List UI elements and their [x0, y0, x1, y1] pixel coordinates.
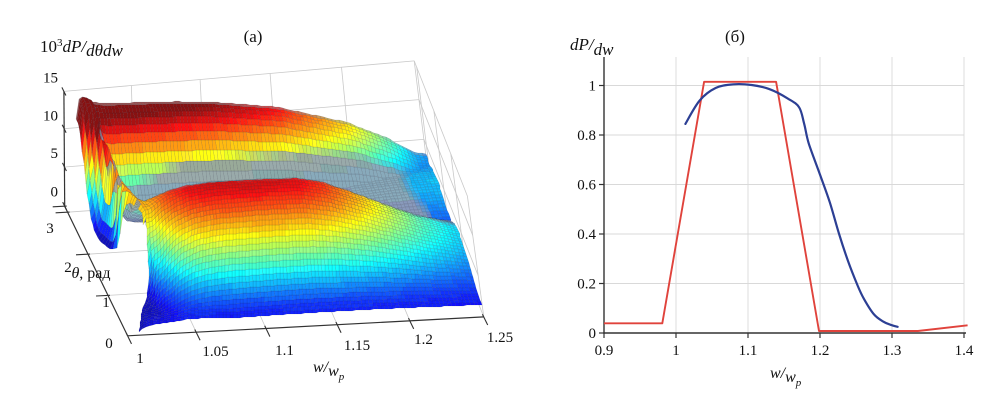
svg-text:1.1: 1.1: [739, 343, 758, 359]
svg-text:0.6: 0.6: [577, 178, 596, 194]
svg-text:0: 0: [51, 185, 59, 201]
svg-text:1.4: 1.4: [955, 343, 974, 359]
svg-text:θ, рад: θ, рад: [71, 265, 110, 282]
svg-text:0.4: 0.4: [577, 227, 596, 243]
svg-text:1.05: 1.05: [202, 344, 228, 360]
svg-text:1: 1: [136, 351, 144, 367]
svg-text:1.15: 1.15: [344, 338, 370, 354]
svg-text:1.25: 1.25: [487, 330, 513, 346]
svg-text:(б): (б): [725, 27, 745, 46]
svg-text:5: 5: [51, 146, 59, 162]
svg-text:1: 1: [589, 79, 597, 95]
svg-text:1.1: 1.1: [275, 343, 294, 359]
svg-text:2: 2: [64, 260, 72, 276]
svg-text:0.8: 0.8: [577, 128, 596, 144]
svg-text:3: 3: [46, 221, 54, 237]
svg-text:1.2: 1.2: [811, 343, 830, 359]
svg-text:15: 15: [43, 71, 58, 87]
svg-text:0.2: 0.2: [577, 277, 596, 293]
svg-text:1.2: 1.2: [414, 332, 433, 348]
svg-text:0.9: 0.9: [595, 343, 614, 359]
svg-text:10: 10: [43, 109, 58, 125]
svg-text:0: 0: [105, 336, 113, 352]
svg-text:(a): (a): [244, 27, 263, 46]
svg-text:1: 1: [672, 343, 680, 359]
svg-text:0: 0: [589, 326, 597, 342]
svg-text:103dP/dθdw: 103dP/dθdw: [40, 37, 123, 60]
svg-text:1: 1: [102, 295, 110, 311]
svg-text:1.3: 1.3: [883, 343, 902, 359]
